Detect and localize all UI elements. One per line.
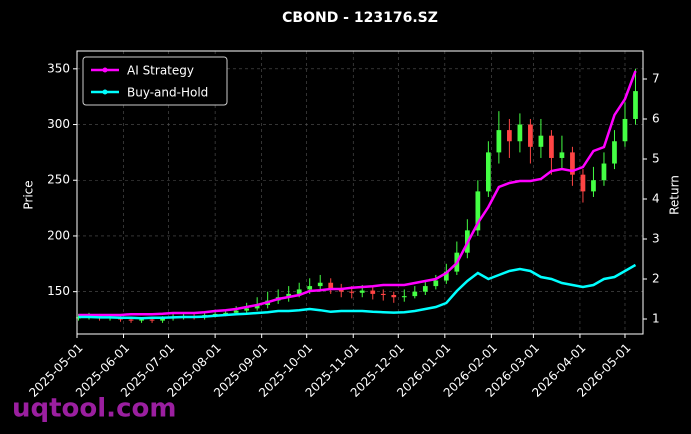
- candle-body: [485, 152, 491, 192]
- candle-body: [580, 174, 586, 192]
- legend-label: AI Strategy: [127, 64, 194, 78]
- y-tick-label: 350: [47, 61, 70, 75]
- chart-title: CBOND - 123176.SZ: [282, 10, 438, 26]
- series-line: [78, 263, 637, 320]
- candle-body: [370, 290, 376, 294]
- candle-body: [391, 295, 397, 298]
- candle-body: [443, 271, 449, 281]
- candle-body: [538, 135, 544, 147]
- series-line: [78, 70, 637, 317]
- candle-body: [601, 163, 607, 181]
- legend-marker: [102, 89, 108, 95]
- y2-tick-label: 4: [652, 192, 660, 206]
- candle-body: [570, 152, 575, 175]
- candle-body: [528, 124, 533, 147]
- y2-tick-label: 1: [652, 312, 660, 326]
- candle-body: [622, 118, 628, 142]
- candle-body: [349, 291, 355, 293]
- y-tick-label: 200: [47, 228, 70, 242]
- candle-body: [633, 91, 638, 119]
- y-tick-label: 150: [47, 284, 70, 298]
- candle-body: [359, 290, 365, 293]
- y2-tick-label: 2: [652, 272, 660, 286]
- legend-label: Buy-and-Hold: [127, 86, 208, 100]
- candle-body: [128, 319, 134, 321]
- candle-body: [149, 319, 155, 321]
- candle-body: [549, 135, 554, 158]
- y2-tick-label: 6: [652, 112, 660, 126]
- candle-body: [244, 308, 250, 311]
- candle-body: [307, 286, 313, 290]
- candle-body: [412, 291, 418, 297]
- candle-body: [160, 318, 165, 321]
- candle-body: [212, 313, 218, 316]
- candle-body: [286, 293, 292, 298]
- legend-marker: [102, 67, 108, 73]
- candle-body: [380, 293, 386, 296]
- candle-body: [296, 289, 302, 294]
- candle-body: [139, 319, 144, 321]
- candle-body: [328, 282, 334, 289]
- candle-body: [559, 152, 565, 158]
- candle-body: [254, 305, 260, 309]
- candle-body: [433, 280, 439, 287]
- candle-body: [233, 310, 239, 313]
- candle-body: [475, 191, 481, 231]
- y2-tick-label: 7: [652, 72, 660, 86]
- y-tick-label: 250: [47, 173, 70, 187]
- candle-body: [517, 124, 523, 142]
- candle-body: [507, 130, 512, 142]
- y-axis-label: Price: [22, 180, 36, 209]
- candle-body: [223, 312, 228, 314]
- y2-tick-label: 5: [652, 152, 660, 166]
- candle-body: [496, 130, 502, 153]
- candle-body: [612, 141, 617, 164]
- y2-axis-label: Return: [668, 175, 682, 215]
- candle-body: [317, 282, 323, 287]
- candle-body: [422, 286, 428, 292]
- candle-body: [401, 296, 407, 298]
- candle-body: [591, 180, 596, 192]
- plot-frame: [76, 50, 644, 335]
- y-tick-label: 300: [47, 117, 70, 131]
- watermark: uqtool.com: [12, 394, 176, 424]
- y2-tick-label: 3: [652, 232, 660, 246]
